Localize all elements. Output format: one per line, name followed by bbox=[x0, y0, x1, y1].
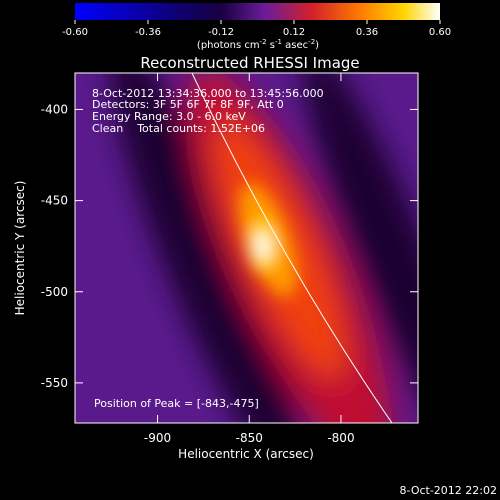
annotation: Energy Range: 3.0 - 6.0 keV bbox=[92, 110, 246, 123]
colorbar bbox=[75, 3, 440, 20]
peak-label: Position of Peak = [-843,-475] bbox=[94, 397, 259, 410]
annotation: Clean Total counts: 1.52E+06 bbox=[92, 122, 265, 135]
unit-text: s bbox=[267, 40, 275, 51]
x-axis-label: Heliocentric X (arcsec) bbox=[178, 447, 314, 461]
unit-exponent: -1 bbox=[275, 38, 282, 46]
unit-exponent: -2 bbox=[260, 38, 267, 46]
image bbox=[75, 73, 418, 423]
colorbar-tick-label: 0.12 bbox=[283, 27, 305, 38]
colorbar-tick-label: 0.60 bbox=[429, 27, 451, 38]
colorbar-unit: (photons cm-2 s-1 asec-2) bbox=[197, 38, 319, 51]
timestamp: 8-Oct-2012 22:02 bbox=[400, 484, 497, 497]
y-axis-label: Heliocentric Y (arcsec) bbox=[13, 181, 27, 316]
colorbar-tick-label: -0.36 bbox=[135, 27, 161, 38]
unit-text: (photons cm bbox=[197, 40, 260, 51]
colorbar-tick-label: 0.36 bbox=[356, 27, 378, 38]
unit-exponent: -2 bbox=[308, 38, 315, 46]
y-tick-label: -450 bbox=[41, 194, 68, 208]
y-tick-label: -500 bbox=[41, 285, 68, 299]
plot-frame bbox=[74, 72, 419, 424]
limb bbox=[191, 73, 393, 423]
colorbar-tick-label: -0.60 bbox=[62, 27, 88, 38]
annotation: Detectors: 3F 5F 6F 7F 8F 9F, Att 0 bbox=[92, 98, 284, 111]
unit-text: asec bbox=[282, 40, 308, 51]
chart-title: Reconstructed RHESSI Image bbox=[140, 54, 359, 72]
y-tick-label: -550 bbox=[41, 376, 68, 390]
x-tick-label: -800 bbox=[327, 431, 354, 445]
x-tick-label: -900 bbox=[144, 431, 171, 445]
unit-text: ) bbox=[315, 40, 319, 51]
colorbar-tick-label: -0.12 bbox=[208, 27, 234, 38]
x-tick-label: -850 bbox=[236, 431, 263, 445]
y-tick-label: -400 bbox=[41, 102, 68, 116]
annotation: 8-Oct-2012 13:34:36.000 to 13:45:56.000 bbox=[92, 87, 324, 100]
